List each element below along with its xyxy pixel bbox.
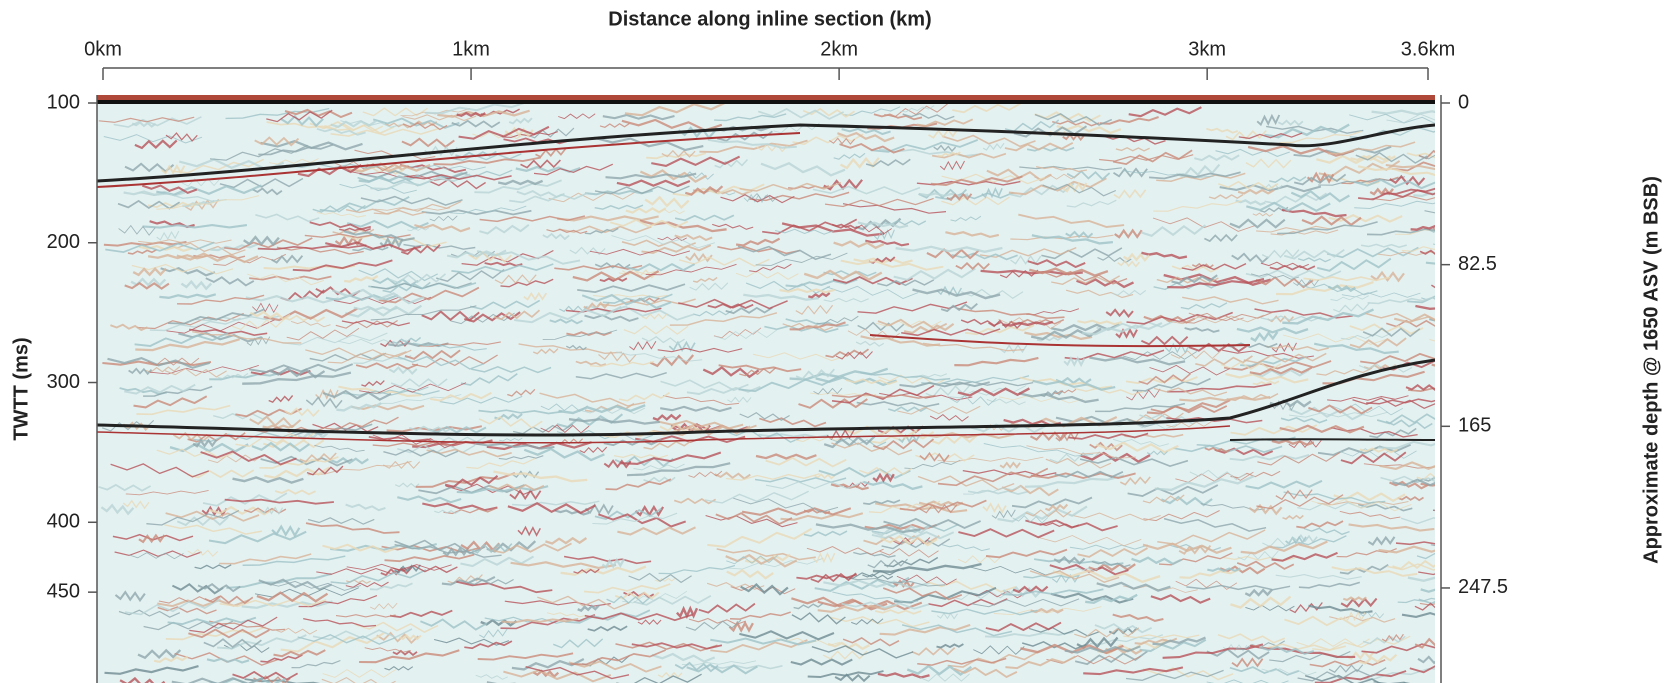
y2-axis-title: Approximate depth @ 1650 ASV (m BSB) <box>1640 176 1662 564</box>
y2-tick-label: 0 <box>1458 91 1469 113</box>
seismic-texture <box>1433 224 1465 230</box>
y-tick-label: 450 <box>47 580 80 602</box>
y2-tick-label: 247.5 <box>1458 576 1508 598</box>
y2-tick-label: 82.5 <box>1458 253 1497 275</box>
y-axis-title: TWTT (ms) <box>10 337 32 440</box>
seismic-texture <box>1425 211 1498 217</box>
x-axis-title: Distance along inline section (km) <box>608 8 931 30</box>
seismic-texture <box>1429 312 1489 322</box>
seismic-texture <box>1432 362 1517 369</box>
reflector <box>1230 439 1435 440</box>
x-tick-label: 2km <box>820 38 858 60</box>
seismic-texture <box>1431 543 1477 546</box>
y-tick-label: 100 <box>47 91 80 113</box>
x-tick-label: 0km <box>84 38 122 60</box>
y-tick-label: 400 <box>47 511 80 533</box>
seismic-texture <box>1433 475 1475 480</box>
x-tick-label: 3.6km <box>1401 38 1455 60</box>
y-tick-label: 300 <box>47 371 80 393</box>
seismic-texture <box>1431 279 1465 289</box>
chart: Distance along inline section (km) TWTT … <box>0 0 1675 683</box>
x-tick-label: 1km <box>452 38 490 60</box>
seismic-texture <box>1433 243 1497 247</box>
y-tick-label: 200 <box>47 231 80 253</box>
seismic-texture <box>1433 509 1539 514</box>
y2-tick-label: 165 <box>1458 415 1491 437</box>
x-tick-label: 3km <box>1188 38 1226 60</box>
